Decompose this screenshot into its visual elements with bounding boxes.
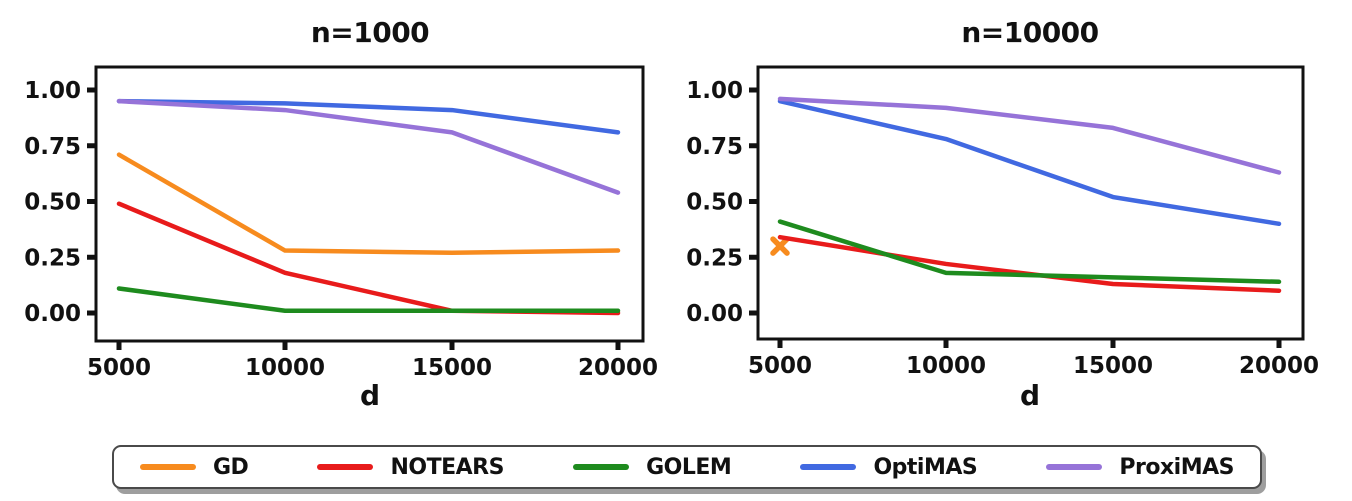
series-marker-x-gd	[770, 236, 790, 256]
proximas-line-swatch	[1046, 464, 1103, 470]
chart-title-n10000: n=10000	[961, 16, 1099, 49]
y-tick-label: 0.00	[686, 301, 743, 327]
y-tick-label: 0.50	[24, 190, 81, 216]
series-line-optimas	[777, 98, 1282, 227]
y-tick-label: 1.00	[686, 78, 743, 104]
series-line-optimas	[116, 98, 621, 135]
notears-line-swatch	[317, 464, 374, 470]
legend-label-proximas: ProxiMAS	[1119, 454, 1234, 480]
x-axis-label-right: d	[1019, 379, 1041, 412]
chart-canvas: 0.00 0.25 0.50 0.75 1.00 5000 10000 15000 20000 0…	[24, 65, 1319, 381]
y-tick-label: 0.75	[686, 134, 743, 160]
x-axis-label-left: d	[359, 379, 381, 412]
legend-item-gd: GD	[140, 454, 249, 480]
x-tick-label: 5000	[748, 353, 812, 379]
legend-box: GD NOTEARS GOLEM OptiMAS ProxiMAS	[112, 445, 1262, 489]
x-tick-label: 15000	[1073, 353, 1153, 379]
x-tick-label: 20000	[578, 355, 658, 381]
series-line-golem	[116, 286, 621, 314]
series-line-golem	[777, 219, 1282, 285]
y-tick-label: 0.25	[686, 245, 743, 271]
legend-label-gd: GD	[213, 454, 249, 480]
y-tick-label: 0.75	[24, 134, 81, 160]
x-tick-label: 15000	[412, 355, 492, 381]
y-tick-label: 1.00	[24, 78, 81, 104]
plot-frame	[756, 65, 1305, 341]
x-tick-label: 5000	[87, 355, 151, 381]
y-tick-label: 0.00	[24, 301, 81, 327]
y-tick-label: 0.25	[24, 245, 81, 271]
legend-label-optimas: OptiMAS	[873, 454, 978, 480]
legend-item-proximas: ProxiMAS	[1046, 455, 1234, 480]
x-tick-label: 20000	[1239, 353, 1319, 379]
y-tick-label: 0.50	[686, 190, 743, 216]
legend-item-optimas: OptiMAS	[800, 454, 978, 480]
series-line-proximas	[777, 96, 1282, 175]
legend-label-notears: NOTEARS	[390, 454, 504, 480]
gd-line-swatch	[140, 464, 196, 470]
legend-label-golem: GOLEM	[646, 454, 732, 480]
legend-item-golem: GOLEM	[573, 454, 732, 480]
x-tick-label: 10000	[906, 353, 986, 379]
x-tick-label: 10000	[245, 355, 325, 381]
series-line-proximas	[116, 98, 621, 195]
chart-title-n1000: n=1000	[310, 16, 430, 49]
golem-line-swatch	[573, 464, 630, 470]
legend-item-notears: NOTEARS	[317, 454, 504, 480]
optimas-line-swatch	[800, 464, 857, 470]
series-line-gd	[116, 152, 621, 256]
